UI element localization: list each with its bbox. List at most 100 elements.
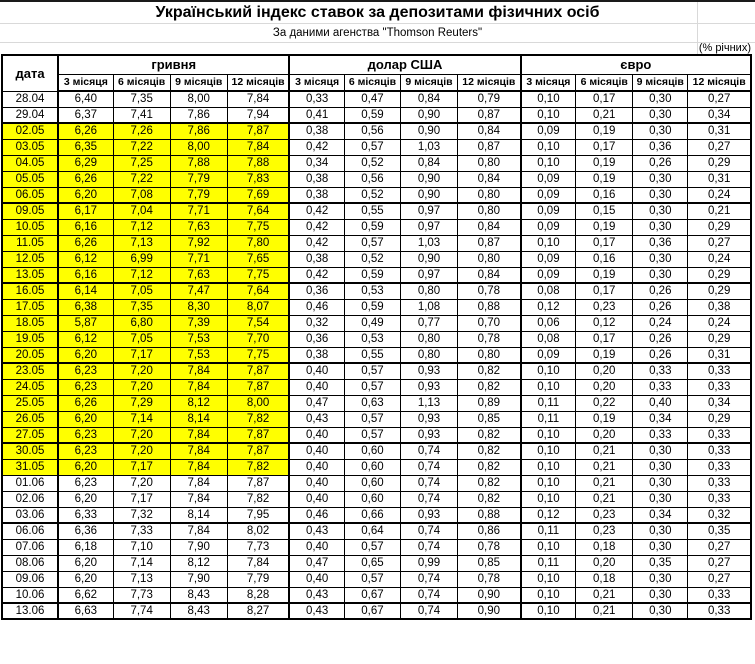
date-cell: 24.05 — [1, 378, 59, 396]
rate-cell: 0,29 — [687, 410, 752, 428]
rate-cell: 0,80 — [399, 346, 459, 364]
rate-cell: 6,20 — [57, 458, 114, 476]
table-row: 05.05 6,26 7,22 7,79 7,83 0,38 0,56 0,90 0,84 0,0… — [1, 170, 752, 188]
rate-cell: 0,82 — [457, 378, 522, 396]
rate-cell: 7,17 — [112, 346, 171, 364]
rate-cell: 0,59 — [343, 298, 401, 316]
rate-cell: 0,10 — [519, 602, 577, 620]
rate-cell: 6,18 — [57, 538, 114, 556]
table-row: 10.06 6,62 7,73 8,43 8,28 0,43 0,67 0,74 0,90 0,1… — [1, 586, 752, 604]
rate-cell: 8,28 — [226, 586, 290, 604]
date-cell: 12.05 — [1, 250, 59, 268]
date-cell: 16.05 — [1, 282, 59, 300]
rate-cell: 0,80 — [457, 250, 522, 268]
rate-cell: 0,38 — [288, 346, 345, 364]
rate-cell: 0,09 — [519, 218, 577, 236]
rate-cell: 0,10 — [519, 138, 577, 156]
rate-cell: 7,47 — [169, 282, 228, 300]
rate-cell: 0,40 — [288, 378, 345, 396]
rate-cell: 0,10 — [519, 234, 577, 252]
rate-cell: 7,29 — [112, 394, 171, 412]
rate-cell: 0,09 — [519, 202, 577, 220]
date-cell: 27.05 — [1, 426, 59, 444]
rate-cell: 0,36 — [632, 138, 689, 156]
rates-table-body: 28.04 6,40 7,35 8,00 7,84 0,33 0,47 0,84 0,79 0,1… — [1, 90, 752, 620]
rate-cell: 0,10 — [519, 474, 577, 492]
rate-cell: 0,93 — [399, 410, 459, 428]
rate-cell: 0,21 — [575, 106, 634, 124]
rate-cell: 0,43 — [288, 602, 345, 620]
rate-cell: 7,87 — [226, 378, 290, 396]
rate-cell: 0,10 — [519, 154, 577, 172]
rate-cell: 0,09 — [519, 266, 577, 284]
rate-cell: 0,17 — [575, 330, 634, 348]
period-header: 6 місяців — [112, 73, 171, 92]
rate-cell: 0,19 — [575, 154, 634, 172]
rate-cell: 7,86 — [169, 122, 228, 140]
rate-cell: 0,09 — [519, 122, 577, 140]
rate-cell: 0,09 — [519, 346, 577, 364]
rate-cell: 0,08 — [519, 282, 577, 300]
rate-cell: 7,84 — [169, 442, 228, 460]
table-row: 26.05 6,20 7,14 8,14 7,82 0,43 0,57 0,93 0,85 0,1… — [1, 410, 752, 428]
table-row: 17.05 6,38 7,35 8,30 8,07 0,46 0,59 1,08 0,88 0,1… — [1, 298, 752, 316]
rate-cell: 8,12 — [169, 394, 228, 412]
rate-cell: 0,12 — [519, 298, 577, 316]
rate-cell: 7,73 — [112, 586, 171, 604]
rate-cell: 6,17 — [57, 202, 114, 220]
rate-cell: 0,21 — [575, 458, 634, 476]
rate-cell: 7,20 — [112, 362, 171, 380]
rate-cell: 0,29 — [687, 266, 752, 284]
period-header-row: 3 місяця 6 місяців 9 місяців 12 місяців … — [2, 73, 752, 92]
rate-cell: 1,13 — [399, 394, 459, 412]
rate-cell: 7,84 — [169, 522, 228, 540]
rate-cell: 7,82 — [226, 458, 290, 476]
rate-cell: 0,33 — [632, 426, 689, 444]
table-row: 12.05 6,12 6,99 7,71 7,65 0,38 0,52 0,90 0,80 0,0… — [1, 250, 752, 268]
table-row: 02.06 6,20 7,17 7,84 7,82 0,40 0,60 0,74 0,82 0,1… — [1, 490, 752, 508]
rate-cell: 0,40 — [288, 426, 345, 444]
rate-cell: 0,27 — [687, 90, 752, 108]
rate-cell: 7,17 — [112, 458, 171, 476]
rate-cell: 6,16 — [57, 266, 114, 284]
rate-cell: 0,30 — [632, 90, 689, 108]
rate-cell: 0,20 — [575, 426, 634, 444]
rate-cell: 0,88 — [457, 506, 522, 524]
rate-cell: 7,53 — [169, 346, 228, 364]
date-cell: 31.05 — [1, 458, 59, 476]
rate-cell: 0,47 — [288, 554, 345, 572]
period-header: 12 місяців — [687, 73, 752, 92]
rate-cell: 0,06 — [519, 314, 577, 332]
date-cell: 17.05 — [1, 298, 59, 316]
date-cell: 18.05 — [1, 314, 59, 332]
rate-cell: 0,30 — [632, 586, 689, 604]
rate-cell: 0,26 — [632, 282, 689, 300]
rate-cell: 7,88 — [169, 154, 228, 172]
rate-cell: 6,80 — [112, 314, 171, 332]
rate-cell: 0,10 — [519, 570, 577, 588]
rate-cell: 0,20 — [575, 362, 634, 380]
rate-cell: 0,74 — [399, 490, 459, 508]
rate-cell: 0,60 — [343, 442, 401, 460]
rate-cell: 0,74 — [399, 458, 459, 476]
rate-cell: 0,36 — [632, 234, 689, 252]
rate-cell: 0,34 — [687, 394, 752, 412]
period-header: 3 місяця — [57, 73, 114, 92]
rate-cell: 7,12 — [112, 266, 171, 284]
rate-cell: 6,12 — [57, 250, 114, 268]
table-row: 25.05 6,26 7,29 8,12 8,00 0,47 0,63 1,13 0,89 0,1… — [1, 394, 752, 412]
rate-cell: 7,84 — [169, 362, 228, 380]
rate-cell: 6,12 — [57, 330, 114, 348]
rate-cell: 0,78 — [457, 282, 522, 300]
rate-cell: 0,30 — [632, 250, 689, 268]
rate-cell: 0,63 — [343, 394, 401, 412]
rate-cell: 1,03 — [399, 234, 459, 252]
period-header: 3 місяця — [288, 73, 345, 92]
rate-cell: 0,30 — [632, 474, 689, 492]
rate-cell: 7,12 — [112, 218, 171, 236]
date-cell: 09.06 — [1, 570, 59, 588]
rate-cell: 0,42 — [288, 218, 345, 236]
rate-cell: 0,40 — [288, 538, 345, 556]
rate-cell: 0,29 — [687, 330, 752, 348]
